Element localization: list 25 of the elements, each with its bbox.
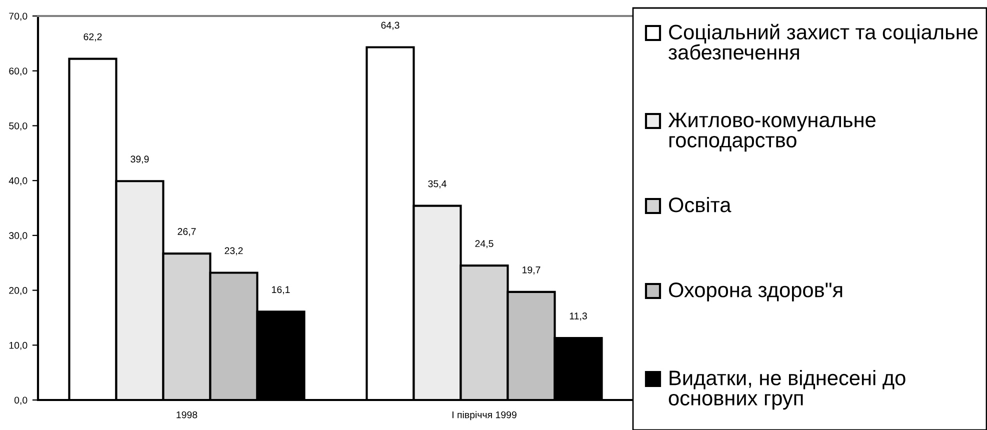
legend-label: Охорона здоров"я <box>668 282 842 302</box>
data-label: 16,1 <box>272 286 290 294</box>
data-label: 26,7 <box>178 228 196 236</box>
x-tick-label: І півріччя 1999 <box>452 411 516 420</box>
y-tick-label: 20,0 <box>9 287 28 296</box>
y-tick-label: 40,0 <box>8 177 28 186</box>
y-tick-label: 70,0 <box>9 12 28 21</box>
y-tick-label: 60,0 <box>9 68 28 76</box>
legend-label: Житлово-комунальне господарство <box>668 112 876 152</box>
legend-label: Соціальний захист та соціальне забезпечення <box>668 24 978 60</box>
legend-label: Видатки, не віднесені до основних груп <box>668 370 906 410</box>
y-tick-label: 30,0 <box>9 232 28 240</box>
x-tick-label: 1998 <box>176 411 198 418</box>
data-label: 64,3 <box>381 22 400 30</box>
data-label: 11,3 <box>570 312 587 321</box>
y-tick-label: 50,0 <box>9 122 28 130</box>
data-label: 24,5 <box>475 240 494 248</box>
data-label: 35,4 <box>428 180 446 188</box>
data-label: 39,9 <box>130 156 149 164</box>
legend-label: Освіта <box>668 197 732 212</box>
y-tick-label: 10,0 <box>9 342 28 350</box>
y-tick-label: 0,0 <box>14 396 28 405</box>
data-label: 23,2 <box>224 247 243 256</box>
data-label: 19,7 <box>522 266 540 274</box>
data-label: 62,2 <box>84 33 102 42</box>
